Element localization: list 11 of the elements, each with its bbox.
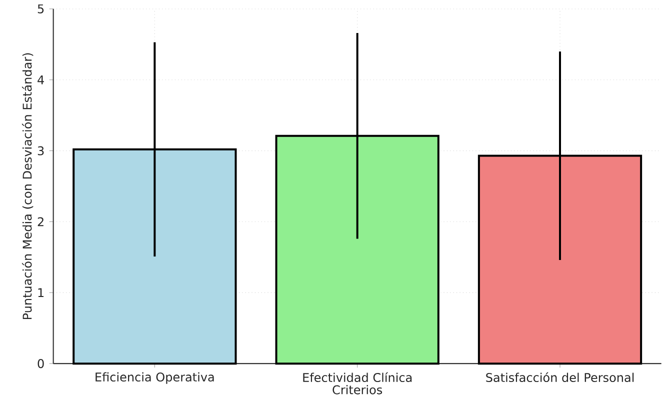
y-tick-label: 4 [38,75,44,84]
y-tick-label: 0 [38,358,44,368]
y-axis-title: Puntuación Media (con Desviación Estándar) [22,53,34,319]
y-tick-label: 3 [38,146,44,156]
y-tick-label: 1 [38,288,44,297]
x-axis-title: Criterios [332,384,382,394]
x-tick-label: Eficiencia Operativa [96,372,214,384]
x-tick-label: Efectividad Clínica [303,372,412,382]
x-tick-label: Satisfacción del Personal [486,372,634,382]
y-tick-label: 5 [38,4,44,14]
y-tick-label: 2 [38,217,44,226]
